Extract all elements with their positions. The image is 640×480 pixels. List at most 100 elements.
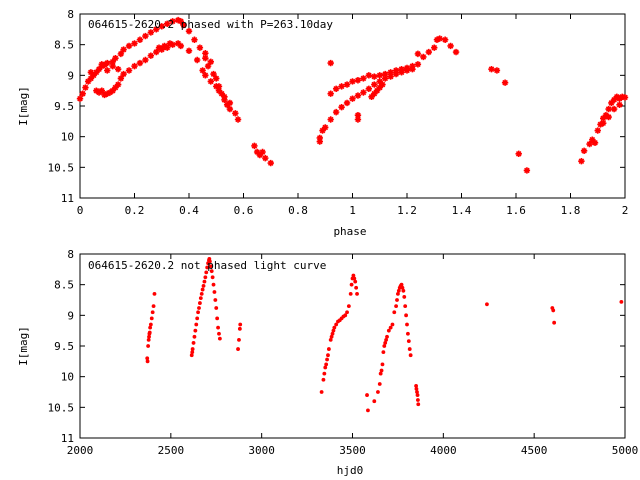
x-tick-label: 3000 bbox=[248, 444, 275, 457]
data-point bbox=[195, 316, 200, 321]
data-point bbox=[373, 87, 381, 94]
data-point bbox=[326, 347, 331, 351]
data-point bbox=[406, 331, 410, 336]
data-point bbox=[117, 50, 125, 58]
data-point bbox=[338, 104, 345, 111]
plot-frame bbox=[79, 13, 626, 199]
data-point bbox=[202, 50, 209, 57]
data-point bbox=[381, 350, 386, 355]
data-point bbox=[621, 94, 629, 101]
data-point bbox=[605, 105, 612, 113]
y-tick-label: 8 bbox=[67, 8, 74, 21]
data-point bbox=[109, 87, 116, 94]
data-point bbox=[602, 112, 610, 119]
data-point bbox=[392, 70, 400, 78]
data-point bbox=[372, 399, 377, 404]
data-point bbox=[193, 56, 201, 64]
data-point bbox=[136, 36, 144, 43]
data-point bbox=[114, 81, 122, 88]
data-point bbox=[407, 347, 412, 351]
data-point bbox=[202, 279, 207, 284]
data-point bbox=[177, 42, 185, 50]
data-point bbox=[153, 26, 160, 33]
data-point bbox=[148, 322, 153, 327]
data-point bbox=[578, 158, 585, 165]
x-tick-labels: 2000 2500 3000 3500 4000 4500 5000 bbox=[67, 444, 639, 457]
data-point bbox=[406, 339, 411, 343]
data-point bbox=[216, 325, 220, 330]
y-tick-labels: 8 8.5 9 9.5 10 10.5 11 bbox=[48, 248, 75, 445]
data-point bbox=[322, 124, 329, 131]
data-point bbox=[523, 167, 531, 174]
x-axis-label: hjd0 bbox=[337, 464, 364, 477]
data-point bbox=[331, 328, 336, 333]
data-point bbox=[382, 75, 389, 82]
data-point bbox=[594, 127, 601, 134]
data-point bbox=[552, 320, 557, 325]
y-tick-label: 10.5 bbox=[48, 401, 75, 414]
data-point bbox=[204, 270, 209, 275]
data-point bbox=[209, 269, 214, 274]
data-point bbox=[600, 115, 607, 122]
data-point bbox=[376, 72, 383, 79]
data-point bbox=[589, 136, 596, 143]
data-point bbox=[192, 334, 197, 339]
data-point bbox=[93, 69, 100, 76]
data-point bbox=[334, 322, 339, 327]
data-point bbox=[207, 78, 214, 85]
data-point bbox=[365, 85, 373, 93]
data-point bbox=[488, 66, 495, 73]
chart-title: 064615-2620.2 not phased light curve bbox=[88, 259, 326, 272]
x-tick-label: 5000 bbox=[612, 444, 639, 457]
data-point bbox=[148, 325, 153, 330]
data-point bbox=[142, 56, 149, 64]
data-point bbox=[346, 304, 351, 309]
data-point bbox=[321, 377, 326, 382]
data-point bbox=[114, 66, 122, 73]
data-point bbox=[332, 325, 337, 330]
data-point bbox=[354, 112, 362, 119]
y-tick-label: 9 bbox=[67, 69, 74, 82]
x-tick-label: 2000 bbox=[67, 444, 94, 457]
data-point bbox=[392, 310, 397, 315]
data-point bbox=[226, 105, 234, 113]
data-point bbox=[326, 353, 330, 358]
data-point bbox=[237, 326, 242, 331]
data-point bbox=[104, 59, 111, 67]
data-point bbox=[404, 313, 408, 318]
data-point bbox=[197, 306, 201, 310]
data-point bbox=[394, 304, 398, 309]
data-point bbox=[76, 95, 84, 102]
data-point bbox=[177, 18, 185, 25]
data-point bbox=[323, 365, 328, 370]
data-point bbox=[117, 75, 125, 82]
data-point bbox=[354, 116, 362, 123]
data-point bbox=[371, 73, 378, 80]
data-point bbox=[153, 48, 160, 56]
data-point bbox=[98, 61, 105, 68]
data-point bbox=[343, 313, 348, 318]
data-point bbox=[580, 147, 588, 154]
data-point bbox=[267, 159, 274, 167]
y-tick-label: 11 bbox=[61, 432, 74, 445]
data-point bbox=[253, 148, 261, 156]
x-tick-label: 0.4 bbox=[179, 204, 199, 217]
data-point bbox=[79, 90, 86, 97]
data-point bbox=[213, 75, 220, 82]
data-point bbox=[232, 110, 239, 117]
data-point bbox=[95, 89, 103, 96]
data-point bbox=[208, 264, 213, 269]
data-point bbox=[332, 85, 340, 93]
data-point bbox=[146, 337, 151, 342]
data-point bbox=[226, 99, 234, 107]
data-point bbox=[414, 387, 419, 391]
y-tick-label: 11 bbox=[61, 192, 74, 205]
data-point bbox=[343, 99, 351, 107]
data-point bbox=[204, 62, 212, 70]
data-point bbox=[388, 325, 393, 330]
data-point bbox=[213, 83, 220, 90]
data-point bbox=[600, 119, 607, 127]
x-tick-label: 2500 bbox=[158, 444, 185, 457]
data-point bbox=[371, 90, 378, 97]
data-point bbox=[112, 84, 119, 91]
